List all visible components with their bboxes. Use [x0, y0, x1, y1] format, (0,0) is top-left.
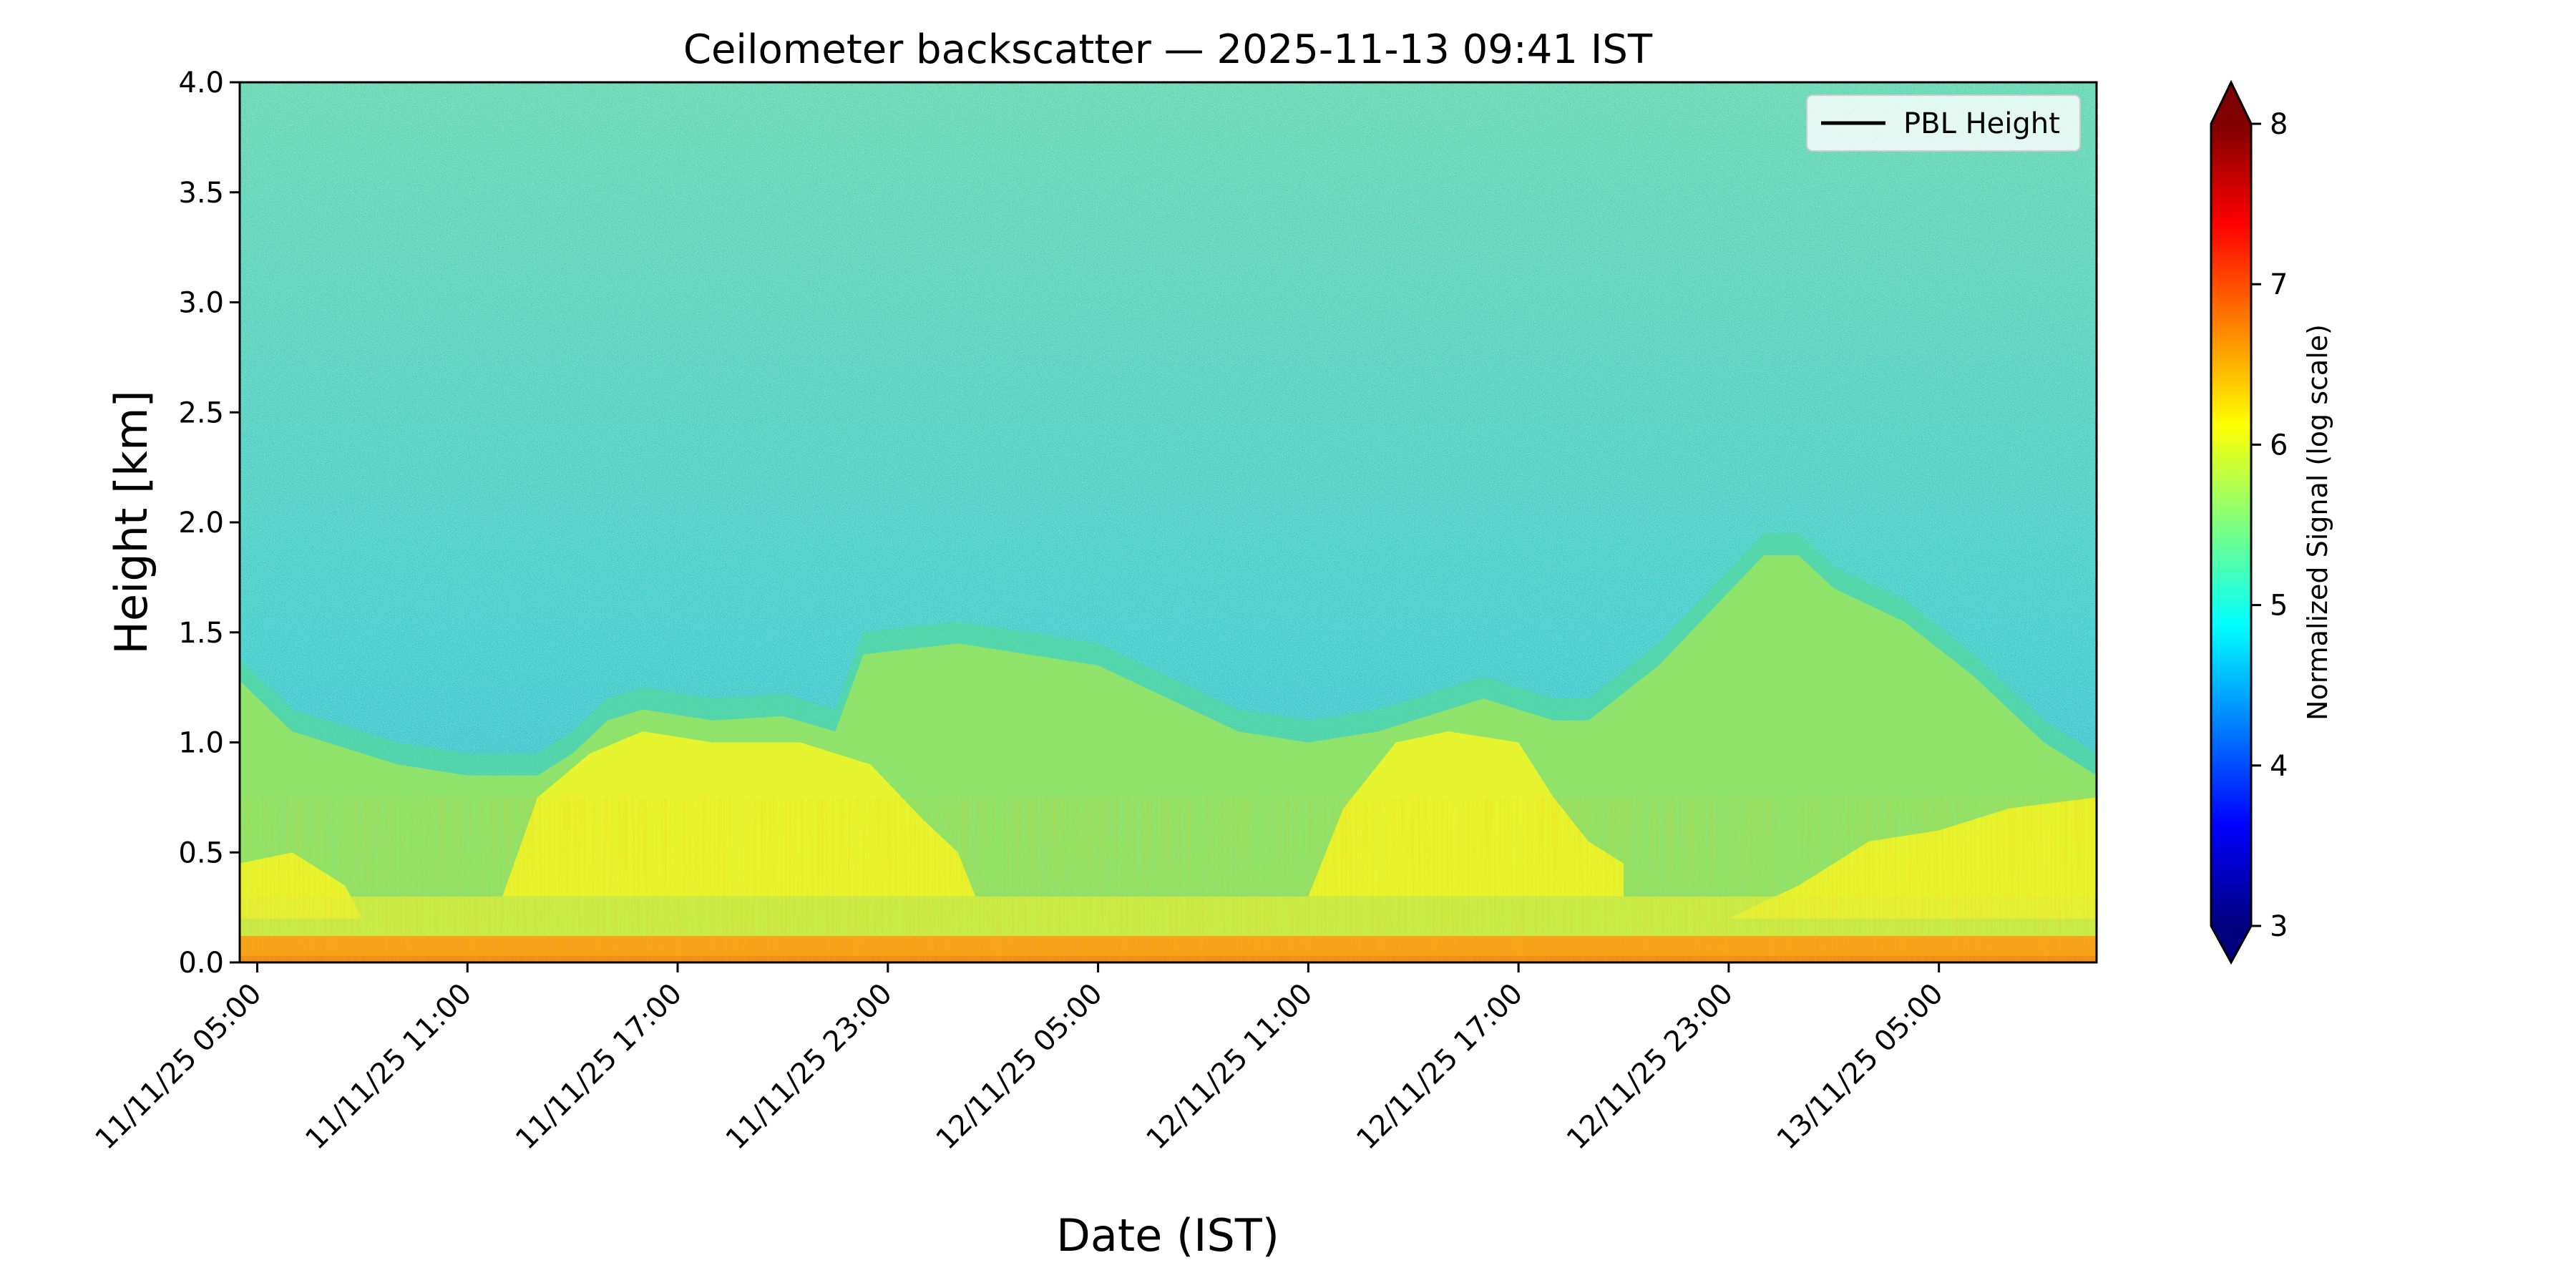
colorbar-extend-bottom — [2211, 926, 2251, 962]
chart-title: Ceilometer backscatter — 2025-11-13 09:4… — [683, 26, 1653, 73]
colorbar-tick-label: 5 — [2270, 590, 2288, 623]
x-tick-label: 12/11/25 23:00 — [1561, 977, 1740, 1156]
x-tick-label: 11/11/25 23:00 — [720, 977, 899, 1156]
x-tick-label: 11/11/25 17:00 — [509, 977, 688, 1156]
x-axis-ticks: 11/11/25 05:00 11/11/25 11:00 11/11/25 17:… — [89, 962, 1950, 1156]
y-tick-label: 0.5 — [178, 836, 224, 869]
colorbar-tick-label: 3 — [2270, 910, 2288, 943]
colorbar-tick-label: 6 — [2270, 429, 2288, 462]
x-axis-label: Date (IST) — [1056, 1209, 1279, 1262]
colorbar-tick-label: 4 — [2270, 750, 2288, 783]
y-tick-label: 2.0 — [178, 507, 224, 540]
y-tick-label: 2.5 — [178, 396, 224, 429]
y-tick-label: 3.0 — [178, 287, 224, 320]
colorbar-extend-top — [2211, 82, 2251, 124]
x-tick-label: 11/11/25 05:00 — [89, 977, 268, 1156]
y-axis-label: Height [km] — [105, 390, 157, 654]
x-tick-label: 12/11/25 11:00 — [1140, 977, 1319, 1156]
x-tick-label: 12/11/25 17:00 — [1350, 977, 1529, 1156]
colorbar-ticks: 3 4 5 6 7 8 — [2251, 108, 2288, 943]
colorbar-tick-label: 7 — [2270, 268, 2288, 301]
colorbar-gradient — [2211, 124, 2251, 926]
x-tick-label: 12/11/25 05:00 — [930, 977, 1109, 1156]
y-tick-label: 4.0 — [178, 67, 224, 99]
y-tick-label: 0.0 — [178, 947, 224, 980]
colorbar-label: Normalized Signal (log scale) — [2302, 324, 2333, 721]
y-tick-label: 3.5 — [178, 177, 224, 210]
aerosol-layer-edge — [240, 533, 2097, 776]
colorbar-tick-label: 8 — [2270, 108, 2288, 141]
legend: PBL Height — [1806, 94, 2081, 152]
heatmap-plot-area — [240, 82, 2097, 962]
streak-texture — [240, 797, 2097, 962]
y-axis-ticks: 0.0 0.5 1.0 1.5 2.0 2.5 3.0 3.5 4.0 — [178, 67, 240, 980]
y-tick-label: 1.0 — [178, 727, 224, 760]
legend-box — [1806, 94, 2081, 152]
colorbar: 3 4 5 6 7 8 Normalized Signal (log scale) — [2210, 79, 2333, 965]
x-tick-label: 11/11/25 11:00 — [299, 977, 478, 1156]
x-tick-label: 13/11/25 05:00 — [1771, 977, 1950, 1156]
legend-label-pbl-height: PBL Height — [1903, 107, 2060, 140]
y-tick-label: 1.5 — [178, 617, 224, 650]
